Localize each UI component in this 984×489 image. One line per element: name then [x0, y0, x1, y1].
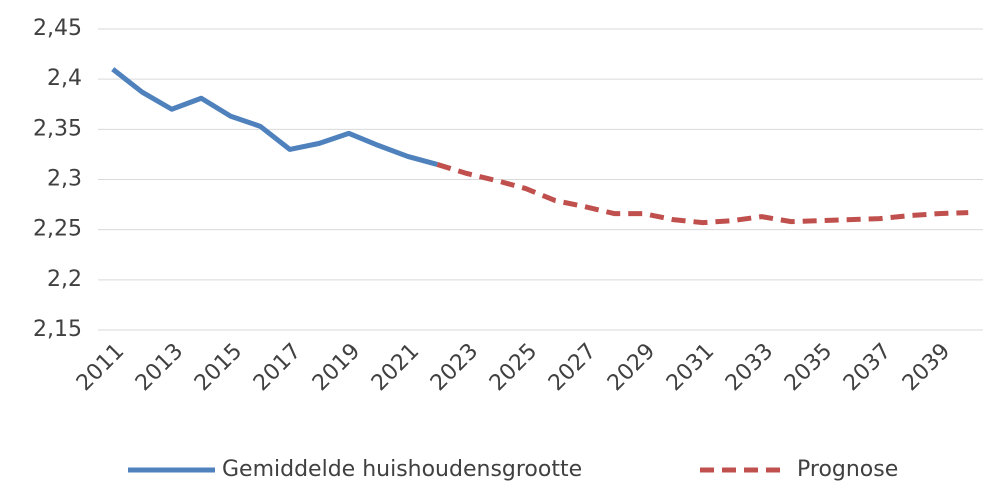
- y-tick-label: 2,15: [33, 317, 82, 342]
- x-tick-label: 2029: [603, 339, 660, 396]
- x-tick-label: 2019: [308, 339, 365, 396]
- x-tick-label: 2017: [249, 339, 306, 396]
- y-tick-label: 2,35: [33, 116, 82, 141]
- x-tick-label: 2037: [839, 339, 896, 396]
- y-tick-label: 2,2: [47, 267, 82, 292]
- x-tick-label: 2039: [898, 339, 955, 396]
- y-tick-label: 2,45: [33, 16, 82, 41]
- line: [111, 67, 438, 167]
- x-tick-label: 2027: [544, 339, 601, 396]
- line: [436, 162, 969, 226]
- x-tick-label: 2031: [662, 339, 719, 396]
- y-tick-label: 2,25: [33, 217, 82, 242]
- x-tick-label: 2035: [780, 339, 837, 396]
- legend-label: Gemiddelde huishoudensgrootte: [222, 457, 582, 482]
- y-tick-label: 2,3: [47, 167, 82, 192]
- y-tick-label: 2,4: [47, 66, 82, 91]
- x-tick-label: 2013: [131, 339, 188, 396]
- legend-label: Prognose: [797, 457, 898, 482]
- x-tick-label: 2021: [367, 339, 424, 396]
- x-tick-label: 2011: [72, 339, 129, 396]
- x-tick-label: 2025: [485, 339, 542, 396]
- x-tick-label: 2015: [190, 339, 247, 396]
- x-tick-label: 2023: [426, 339, 483, 396]
- x-tick-label: 2033: [721, 339, 778, 396]
